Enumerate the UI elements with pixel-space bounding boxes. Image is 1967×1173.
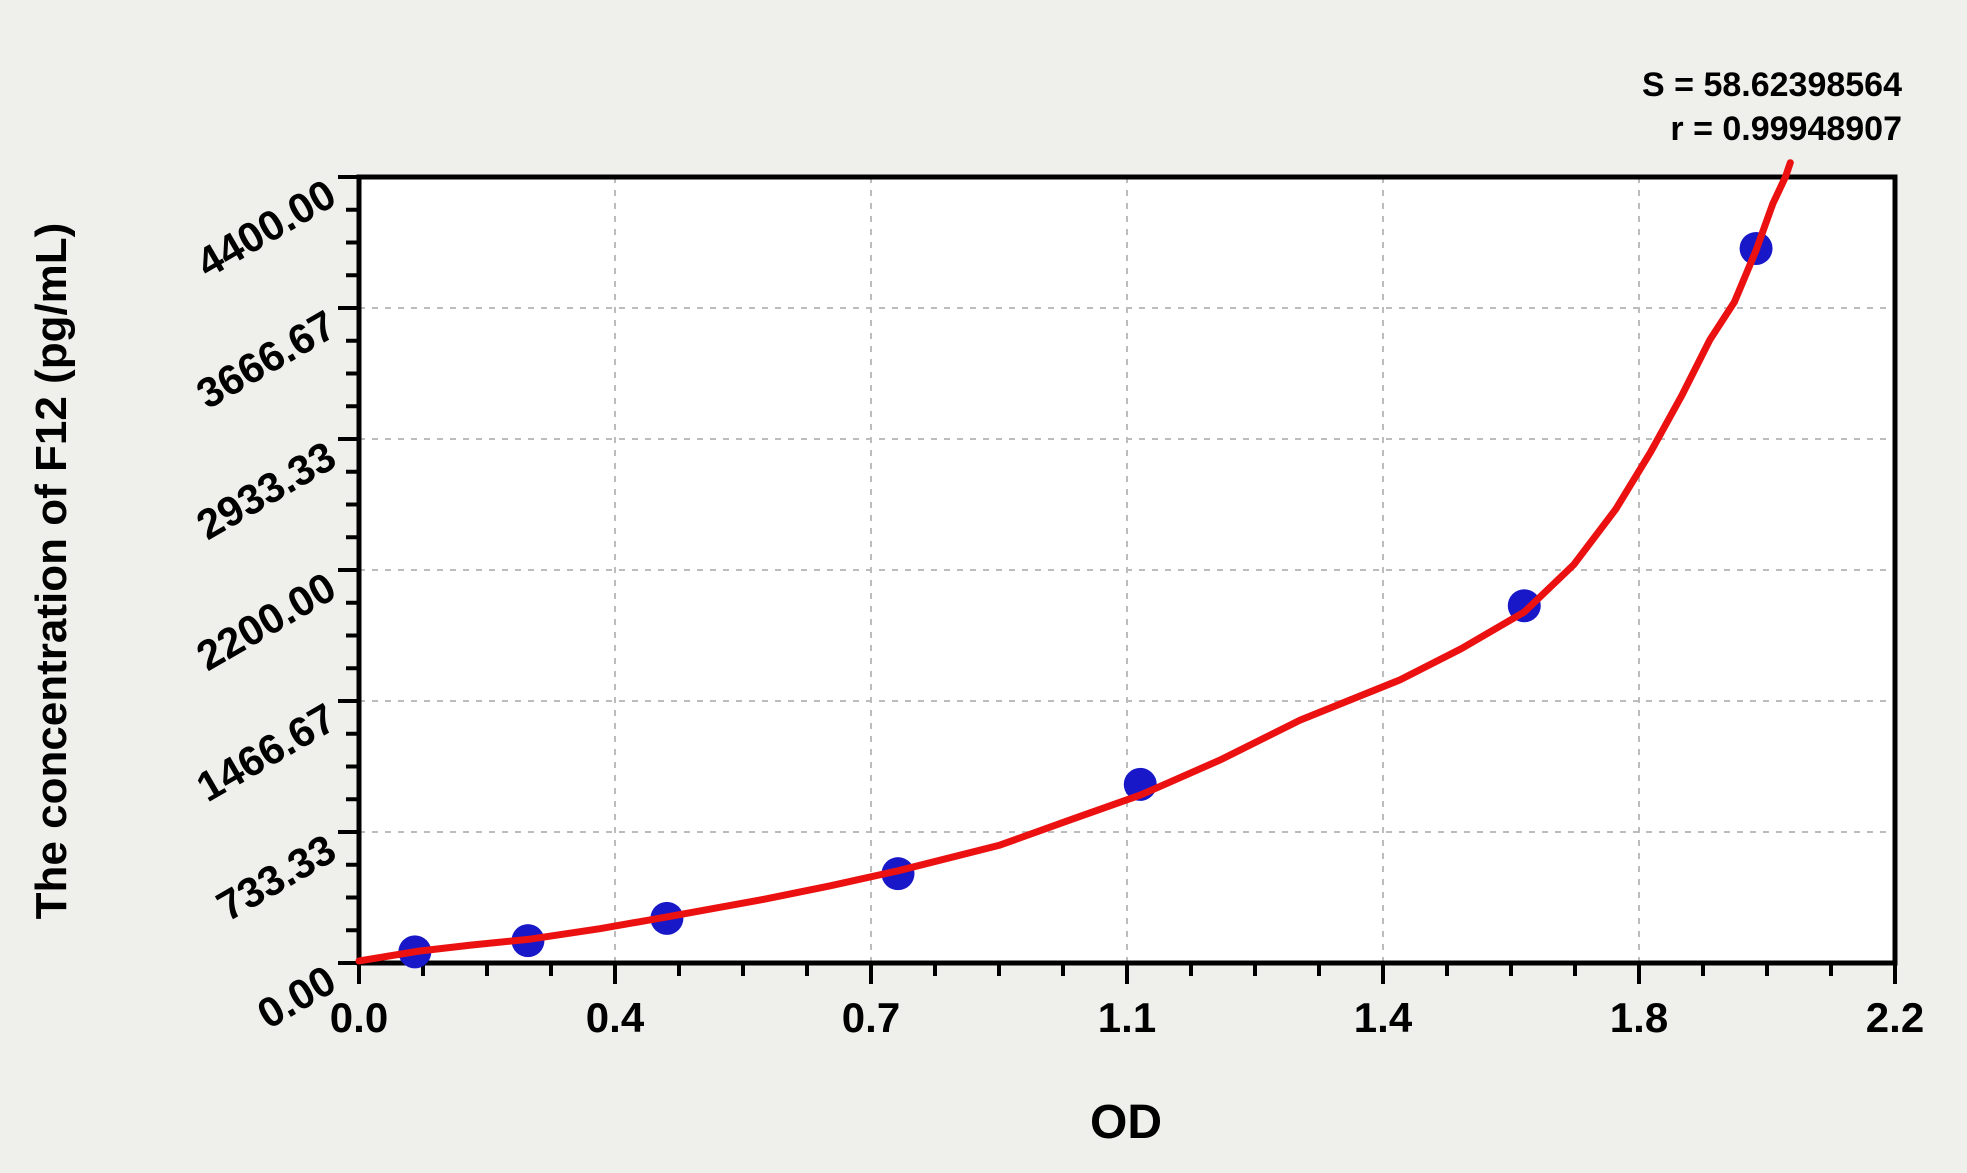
y-tick-label: 2200.00 <box>189 563 344 680</box>
x-tick-label: 2.2 <box>1866 994 1924 1041</box>
y-tick-label: 2933.33 <box>189 432 344 549</box>
fitted-curve <box>355 159 1794 965</box>
x-tick-label: 0.4 <box>586 994 645 1041</box>
plot-generated-layers: 0.0 0.4 0.7 1.1 1.4 1.8 2.20.00733.331466.6722… <box>189 159 1924 1041</box>
x-tick-label: 1.4 <box>1354 994 1413 1041</box>
y-tick-label: 4400.00 <box>189 170 344 287</box>
x-tick-label: 1.8 <box>1610 994 1668 1041</box>
x-tick-label: 1.1 <box>1098 994 1156 1041</box>
x-tick-label: 0.7 <box>842 994 900 1041</box>
y-axis-title: The concentration of F12 (pg/mL) <box>27 223 76 920</box>
x-axis-title: OD <box>1090 1096 1162 1149</box>
y-tick-label: 1466.67 <box>189 694 344 811</box>
stat-r-value: r = 0.99948907 <box>1670 110 1902 148</box>
stat-s-value: S = 58.62398564 <box>1642 66 1902 104</box>
y-tick-label: 733.33 <box>209 825 344 930</box>
x-tick-label: 0.0 <box>330 994 388 1041</box>
y-tick-label: 3666.67 <box>189 301 344 418</box>
